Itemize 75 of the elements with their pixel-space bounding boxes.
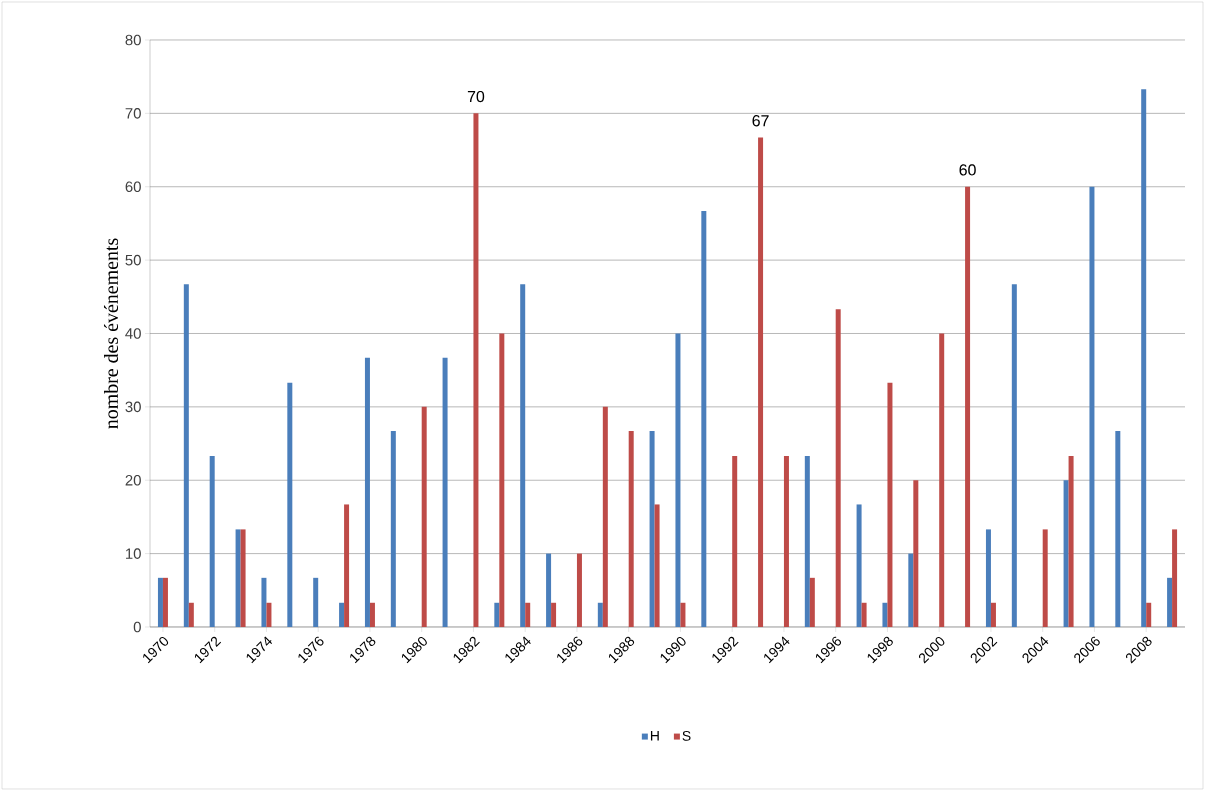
bar: [882, 602, 888, 627]
y-tick-label: 20: [125, 474, 141, 486]
bar: [1042, 529, 1048, 627]
legend-label: H: [650, 731, 659, 741]
y-tick-label: 70: [125, 108, 141, 119]
bar: [551, 602, 557, 627]
bar: [473, 113, 479, 627]
bar: [1089, 186, 1095, 627]
data-label: 70: [467, 90, 485, 103]
bar: [390, 431, 396, 627]
bar: [287, 382, 293, 627]
bar: [861, 602, 867, 627]
bar: [732, 456, 738, 627]
bar: [369, 602, 375, 627]
bar: [494, 602, 500, 627]
bar: [835, 309, 841, 627]
bar: [546, 553, 552, 627]
bar: [520, 284, 526, 627]
bar: [939, 333, 945, 627]
bar: [913, 480, 919, 627]
bar: [1115, 431, 1121, 627]
bar: [261, 577, 267, 627]
data-label: 60: [959, 164, 976, 176]
bar: [313, 577, 319, 627]
bar: [680, 602, 686, 627]
bar: [675, 333, 681, 627]
y-tick-label: 50: [125, 254, 141, 266]
bar: [183, 284, 189, 627]
bar: [344, 504, 350, 627]
bar: [649, 431, 655, 627]
y-tick-label: 30: [125, 401, 141, 413]
bar: [701, 210, 707, 627]
bar: [339, 602, 345, 627]
bar: [985, 529, 991, 627]
bar: [442, 357, 448, 627]
y-tick-label: 0: [133, 621, 141, 633]
y-tick-label: 10: [126, 548, 141, 559]
bar: [809, 577, 815, 627]
bar: [990, 602, 996, 627]
bar: [235, 529, 241, 627]
bar: [209, 456, 215, 627]
bar: [783, 456, 789, 627]
bar: [1172, 529, 1178, 627]
bar: [1167, 577, 1173, 627]
bar: [162, 577, 168, 627]
bar: [1141, 89, 1147, 627]
bar: [188, 602, 194, 627]
bar: [965, 186, 971, 627]
bar: [499, 333, 505, 627]
bar: [240, 529, 246, 627]
y-tick-label: 60: [125, 181, 141, 193]
bar: [804, 456, 810, 627]
bar: [1146, 602, 1152, 627]
bar: [1063, 480, 1069, 627]
bar: [597, 602, 603, 627]
bar: [525, 602, 531, 627]
bar: [887, 382, 893, 627]
bar: [908, 553, 914, 627]
bar: [1011, 284, 1017, 627]
bar: [157, 577, 163, 627]
bar: [758, 137, 764, 627]
bar: [364, 357, 370, 627]
bar: [856, 504, 862, 627]
bar: [1068, 456, 1074, 627]
data-label: 67: [752, 115, 769, 127]
y-tick-label: 40: [125, 328, 141, 339]
bar: [654, 504, 660, 627]
y-tick-label: 80: [125, 34, 141, 46]
legend-label: S: [682, 730, 691, 741]
bar: [576, 553, 582, 627]
bar: [628, 431, 634, 627]
y-axis-title: nombre des événements: [103, 238, 119, 429]
bar: [266, 602, 272, 627]
bar: [602, 406, 608, 627]
bar: [421, 406, 427, 627]
